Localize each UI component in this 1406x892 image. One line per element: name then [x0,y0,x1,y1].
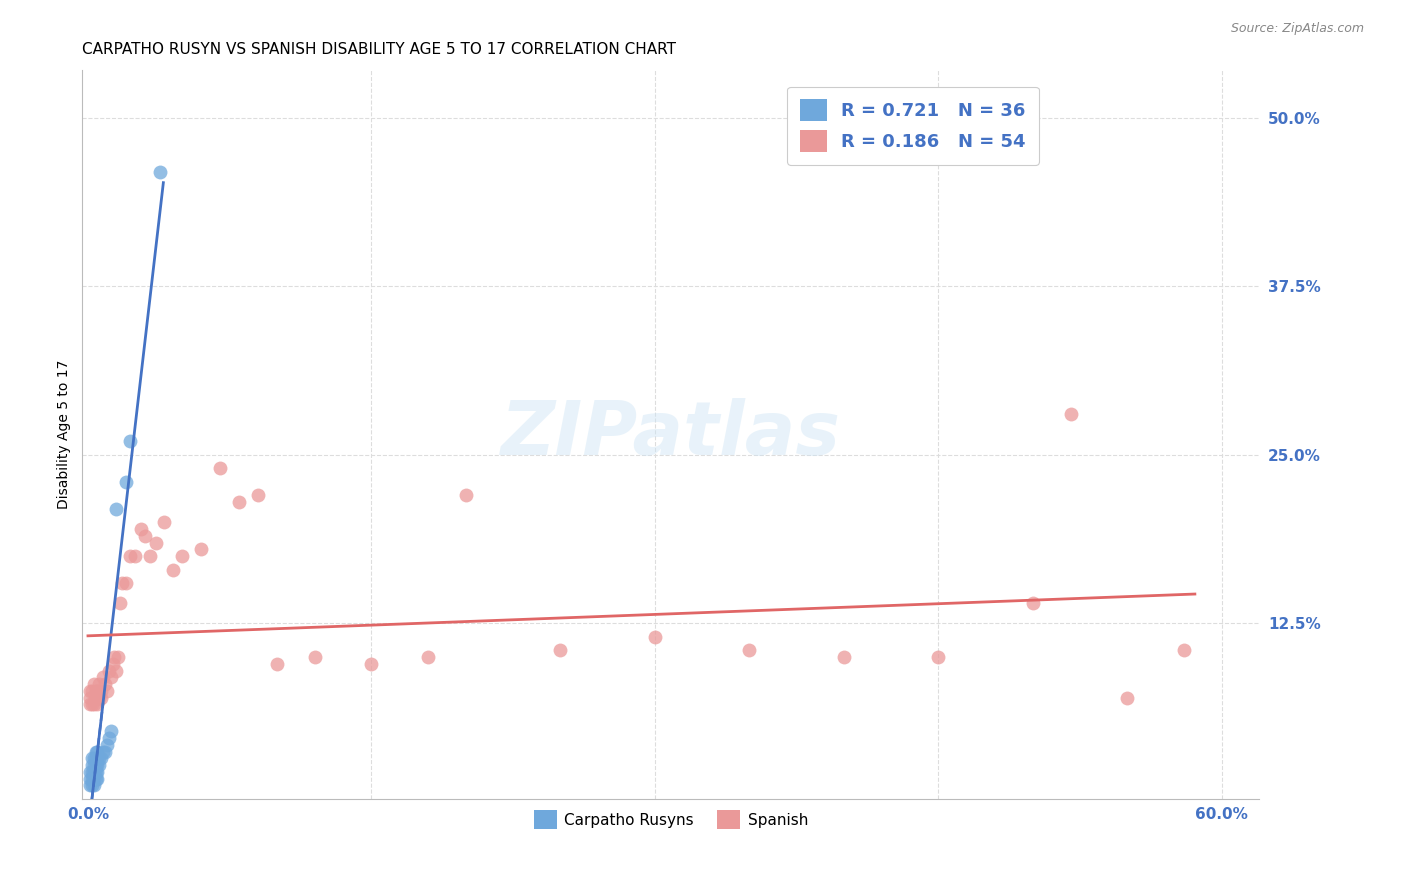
Point [90,690,112,705]
Point [80,758,103,772]
Point [84,690,107,705]
Point [190,542,212,557]
Point [79,690,101,705]
Point [145,535,167,549]
Point [107,650,129,665]
Point [108,596,131,610]
Point [124,549,146,563]
Point [114,475,136,489]
Point [134,529,156,543]
Point [139,549,162,563]
Point [304,650,326,665]
Point [97,664,120,678]
Point [550,643,572,657]
Point [162,562,184,576]
Y-axis label: Disability Age 5 to 17: Disability Age 5 to 17 [58,360,72,509]
Point [416,650,439,665]
Point [79,772,101,786]
Text: ZIPatlas: ZIPatlas [501,398,841,471]
Point [101,657,124,671]
Point [91,670,114,684]
Point [105,664,128,678]
Point [1116,690,1139,705]
Point [84,758,107,772]
Point [97,731,120,745]
Point [89,690,111,705]
Point [360,657,382,671]
Point [644,630,666,644]
Text: Source: ZipAtlas.com: Source: ZipAtlas.com [1230,22,1364,36]
Point [79,684,101,698]
Point [83,758,105,772]
Point [83,778,105,792]
Point [149,164,172,178]
Point [89,758,111,772]
Point [84,751,107,765]
Point [80,751,103,765]
Point [228,495,250,509]
Point [84,772,107,786]
Point [80,698,103,712]
Point [832,650,855,665]
Point [247,488,270,502]
Point [80,778,103,792]
Point [91,745,114,759]
Point [86,751,108,765]
Point [84,684,107,698]
Point [738,643,761,657]
Point [152,516,174,530]
Text: CARPATHO RUSYN VS SPANISH DISABILITY AGE 5 TO 17 CORRELATION CHART: CARPATHO RUSYN VS SPANISH DISABILITY AGE… [83,42,676,57]
Point [103,650,125,665]
Point [86,758,108,772]
Point [927,650,949,665]
Point [118,434,141,449]
Point [84,745,107,759]
Point [1173,643,1195,657]
Point [114,576,136,591]
Point [96,684,118,698]
Point [83,764,105,779]
Point [86,772,108,786]
Point [266,657,288,671]
Point [86,745,108,759]
Point [79,764,101,779]
Point [80,772,103,786]
Point [94,745,117,759]
Point [209,461,232,475]
Point [83,764,105,779]
Point [83,698,105,712]
Legend: Carpatho Rusyns, Spanish: Carpatho Rusyns, Spanish [527,804,814,835]
Point [83,677,105,691]
Point [89,677,111,691]
Point [1059,408,1081,422]
Point [129,522,152,536]
Point [80,764,103,779]
Point [80,684,103,698]
Point [83,751,105,765]
Point [86,684,108,698]
Point [1022,596,1045,610]
Point [86,764,108,779]
Point [118,549,141,563]
Point [100,724,122,739]
Point [84,764,107,779]
Point [172,549,194,563]
Point [79,698,101,712]
Point [90,751,112,765]
Point [96,738,118,752]
Point [90,684,112,698]
Point [105,501,128,516]
Point [94,677,117,691]
Point [111,576,134,591]
Point [86,698,108,712]
Point [79,778,101,792]
Point [83,772,105,786]
Point [89,751,111,765]
Point [100,670,122,684]
Point [454,488,477,502]
